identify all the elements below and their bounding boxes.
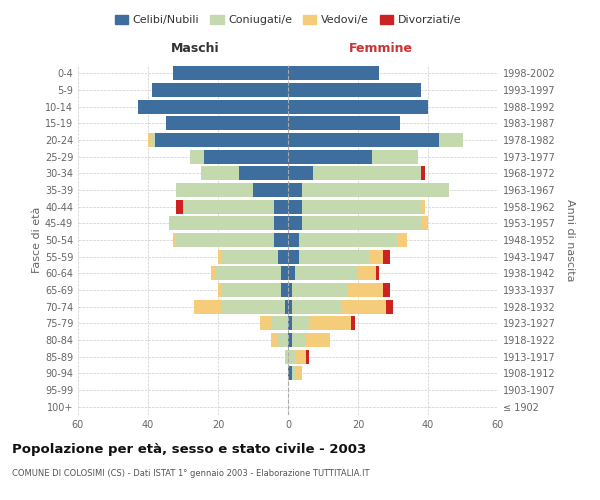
Bar xyxy=(288,83,421,97)
Bar xyxy=(295,350,305,364)
Bar xyxy=(281,266,288,280)
Bar xyxy=(204,150,288,164)
Bar xyxy=(421,200,425,214)
Bar xyxy=(274,200,288,214)
Bar xyxy=(166,116,288,130)
Bar xyxy=(299,250,368,264)
Text: Maschi: Maschi xyxy=(171,42,220,54)
Bar xyxy=(288,366,292,380)
Bar xyxy=(288,66,379,80)
Bar xyxy=(397,233,407,247)
Bar xyxy=(288,216,302,230)
Bar xyxy=(288,133,439,147)
Bar xyxy=(421,216,428,230)
Bar xyxy=(218,283,221,297)
Bar xyxy=(183,200,274,214)
Bar xyxy=(288,316,292,330)
Bar xyxy=(292,316,309,330)
Bar xyxy=(383,283,389,297)
Bar xyxy=(176,200,183,214)
Bar xyxy=(305,350,309,364)
Y-axis label: Fasce di età: Fasce di età xyxy=(32,207,42,273)
Bar xyxy=(288,250,299,264)
Bar xyxy=(439,133,463,147)
Bar xyxy=(173,233,176,247)
Bar xyxy=(421,166,425,180)
Bar xyxy=(151,133,155,147)
Bar xyxy=(288,233,299,247)
Bar xyxy=(288,183,302,197)
Bar xyxy=(288,150,372,164)
Bar xyxy=(309,316,351,330)
Bar xyxy=(173,66,288,80)
Bar xyxy=(151,83,288,97)
Bar xyxy=(313,166,421,180)
Bar xyxy=(190,150,204,164)
Bar xyxy=(372,150,418,164)
Bar xyxy=(288,200,302,214)
Bar xyxy=(288,283,292,297)
Bar xyxy=(271,316,288,330)
Bar xyxy=(155,133,288,147)
Bar xyxy=(260,316,271,330)
Bar xyxy=(274,216,288,230)
Bar xyxy=(176,183,253,197)
Bar xyxy=(288,300,292,314)
Bar xyxy=(288,100,428,114)
Bar xyxy=(137,100,288,114)
Bar xyxy=(302,183,449,197)
Bar xyxy=(368,250,383,264)
Text: COMUNE DI COLOSIMI (CS) - Dati ISTAT 1° gennaio 2003 - Elaborazione TUTTITALIA.I: COMUNE DI COLOSIMI (CS) - Dati ISTAT 1° … xyxy=(12,469,370,478)
Bar xyxy=(288,266,295,280)
Bar xyxy=(239,166,288,180)
Bar xyxy=(215,266,281,280)
Bar xyxy=(284,300,288,314)
Bar xyxy=(218,250,221,264)
Bar xyxy=(351,316,355,330)
Bar xyxy=(148,133,151,147)
Bar xyxy=(221,283,281,297)
Bar xyxy=(292,283,347,297)
Bar xyxy=(292,366,295,380)
Text: Femmine: Femmine xyxy=(349,42,412,54)
Bar xyxy=(193,300,221,314)
Bar xyxy=(376,266,379,280)
Bar xyxy=(200,166,239,180)
Bar xyxy=(169,216,274,230)
Bar xyxy=(271,333,277,347)
Bar xyxy=(176,233,274,247)
Bar xyxy=(386,300,393,314)
Bar xyxy=(299,233,397,247)
Bar xyxy=(295,266,358,280)
Bar xyxy=(288,350,295,364)
Bar xyxy=(302,200,421,214)
Bar xyxy=(211,266,215,280)
Bar xyxy=(288,166,313,180)
Bar xyxy=(292,333,305,347)
Bar xyxy=(221,300,284,314)
Legend: Celibi/Nubili, Coniugati/e, Vedovi/e, Divorziati/e: Celibi/Nubili, Coniugati/e, Vedovi/e, Di… xyxy=(110,10,466,30)
Bar xyxy=(281,283,288,297)
Bar xyxy=(277,333,288,347)
Bar xyxy=(358,266,376,280)
Bar xyxy=(277,250,288,264)
Bar xyxy=(383,250,389,264)
Bar xyxy=(274,233,288,247)
Bar xyxy=(305,333,330,347)
Y-axis label: Anni di nascita: Anni di nascita xyxy=(565,198,575,281)
Bar xyxy=(341,300,386,314)
Bar xyxy=(292,300,341,314)
Bar xyxy=(284,350,288,364)
Bar xyxy=(347,283,383,297)
Bar xyxy=(295,366,302,380)
Bar xyxy=(288,116,400,130)
Bar xyxy=(288,333,292,347)
Text: Popolazione per età, sesso e stato civile - 2003: Popolazione per età, sesso e stato civil… xyxy=(12,442,366,456)
Bar xyxy=(221,250,277,264)
Bar xyxy=(302,216,421,230)
Bar xyxy=(253,183,288,197)
